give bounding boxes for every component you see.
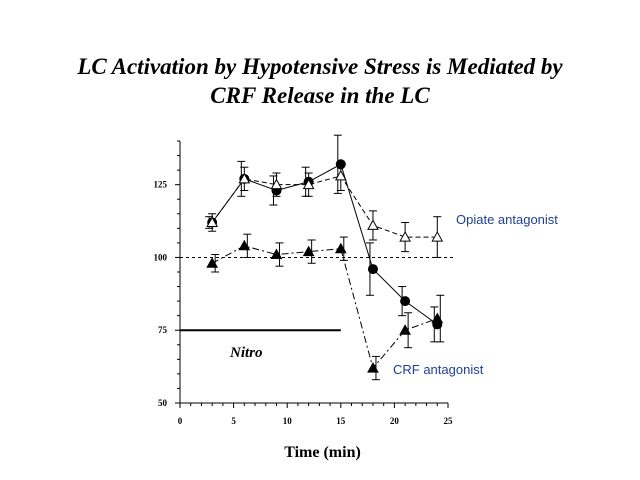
- data-point-triangle: [334, 169, 347, 181]
- opiate-antagonist-label: Opiate antagonist: [456, 212, 558, 227]
- x-tick-label: 20: [390, 416, 400, 426]
- x-tick-label: 0: [178, 416, 183, 426]
- data-point-triangle: [206, 257, 219, 268]
- data-point-triangle: [399, 324, 411, 335]
- data-point-triangle: [238, 239, 251, 251]
- y-tick-label: 50: [158, 398, 168, 408]
- data-point-triangle: [302, 178, 315, 190]
- x-tick-label: 5: [231, 416, 236, 426]
- x-axis-label: Time (min): [284, 444, 361, 461]
- data-point-triangle: [270, 178, 283, 190]
- data-point-triangle: [334, 242, 347, 254]
- data-point-triangle: [206, 216, 219, 228]
- x-tick-label: 25: [444, 416, 454, 426]
- data-point-triangle: [399, 231, 411, 242]
- nitro-label: Nitro: [229, 345, 263, 361]
- data-point-triangle: [270, 248, 283, 260]
- y-tick-label: 125: [154, 180, 168, 190]
- data-point-triangle: [367, 219, 379, 230]
- data-point-triangle: [238, 172, 251, 184]
- data-point-circle: [400, 296, 411, 307]
- x-tick-label: 10: [283, 416, 293, 426]
- chart-title: LC Activation by Hypotensive Stress is M…: [0, 52, 640, 110]
- data-point-triangle: [431, 312, 444, 324]
- series-line-2: [211, 175, 438, 238]
- data-point-triangle: [367, 362, 379, 373]
- series-line-1: [211, 163, 438, 325]
- x-tick-label: 15: [336, 416, 346, 426]
- crf-antagonist-label: CRF antagonist: [393, 362, 484, 377]
- chart-title-line2: CRF Release in the LC: [210, 83, 430, 108]
- chart-title-line1: LC Activation by Hypotensive Stress is M…: [77, 54, 563, 79]
- data-point-triangle: [302, 245, 315, 257]
- data-point-circle: [367, 264, 378, 275]
- y-tick-label: 75: [158, 325, 168, 335]
- y-tick-label: 100: [154, 252, 168, 262]
- data-point-triangle: [431, 231, 444, 242]
